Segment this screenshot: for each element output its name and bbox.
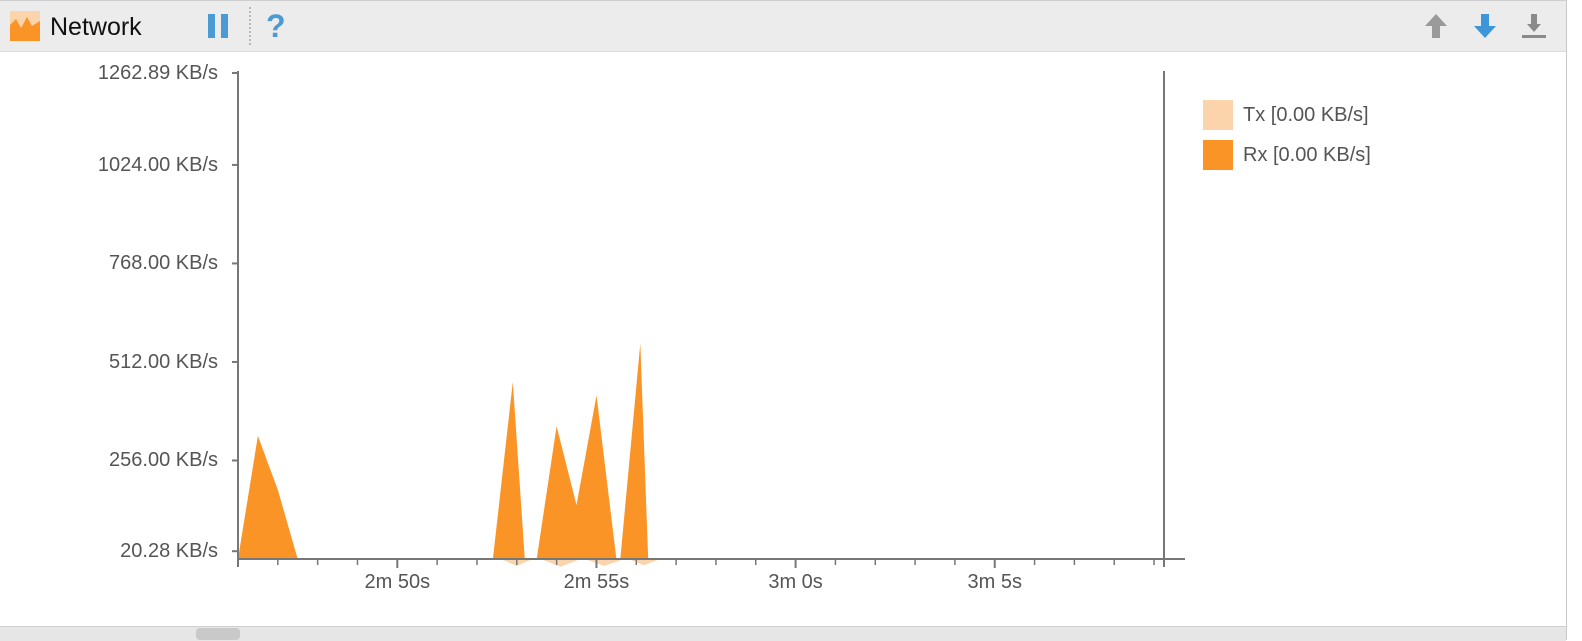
panel-border — [1566, 0, 1582, 640]
scrollbar-thumb[interactable] — [196, 628, 240, 640]
x-tick-label: 2m 50s — [364, 571, 431, 593]
legend-label-tx: Tx [0.00 KB/s] — [1243, 104, 1369, 126]
network-chart-icon — [10, 11, 40, 41]
rx-swatch — [1203, 140, 1233, 170]
horizontal-scrollbar[interactable] — [0, 626, 1566, 641]
legend-label-rx: Rx [0.00 KB/s] — [1243, 144, 1371, 166]
arrow-down-icon[interactable] — [1470, 11, 1500, 41]
panel-title: Network — [50, 13, 142, 41]
x-tick-label: 3m 5s — [967, 571, 1022, 593]
x-tick-label: 2m 55s — [563, 571, 630, 593]
series-rx-area — [238, 343, 649, 559]
download-icon[interactable] — [1519, 11, 1549, 41]
y-tick-label: 1262.89 KB/s — [97, 62, 218, 84]
toolbar-separator — [249, 7, 251, 45]
y-tick-label: 1024.00 KB/s — [97, 153, 218, 176]
arrow-up-icon[interactable] — [1421, 11, 1451, 41]
network-chart — [232, 71, 1185, 568]
monitor-toolbar: Network ? — [0, 0, 1566, 52]
y-tick-label: 20.28 KB/s — [120, 540, 218, 563]
tx-swatch — [1203, 100, 1233, 130]
y-tick-label: 512.00 KB/s — [109, 350, 218, 373]
y-tick-label: 768.00 KB/s — [109, 252, 218, 275]
x-tick-label: 3m 0s — [768, 571, 823, 593]
y-tick-label: 256.00 KB/s — [109, 449, 218, 472]
pause-icon[interactable] — [206, 13, 230, 39]
help-icon[interactable]: ? — [266, 8, 286, 44]
